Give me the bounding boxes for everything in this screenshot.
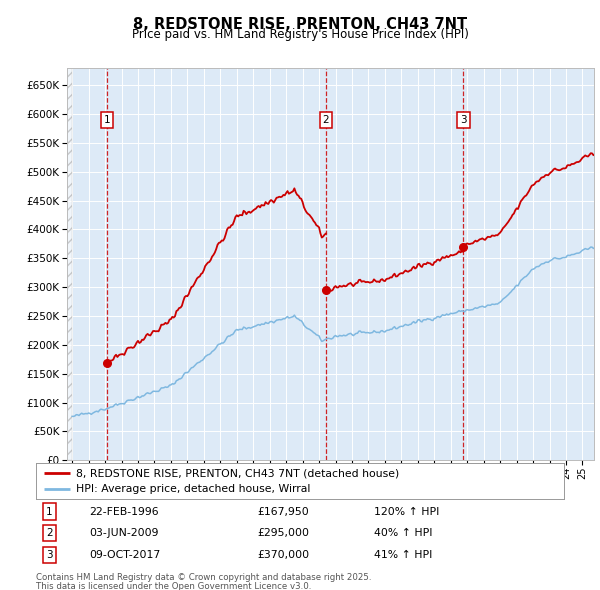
Text: 1: 1: [104, 115, 110, 124]
Text: £167,950: £167,950: [258, 507, 310, 517]
Text: Price paid vs. HM Land Registry's House Price Index (HPI): Price paid vs. HM Land Registry's House …: [131, 28, 469, 41]
Text: Contains HM Land Registry data © Crown copyright and database right 2025.: Contains HM Land Registry data © Crown c…: [36, 573, 371, 582]
Text: 120% ↑ HPI: 120% ↑ HPI: [374, 507, 439, 517]
Text: £370,000: £370,000: [258, 550, 310, 560]
Text: 3: 3: [460, 115, 467, 124]
Text: 2: 2: [323, 115, 329, 124]
Text: 3: 3: [46, 550, 53, 560]
Text: 8, REDSTONE RISE, PRENTON, CH43 7NT: 8, REDSTONE RISE, PRENTON, CH43 7NT: [133, 17, 467, 31]
Text: £295,000: £295,000: [258, 529, 310, 538]
Text: 2: 2: [46, 529, 53, 538]
Text: 03-JUN-2009: 03-JUN-2009: [89, 529, 158, 538]
Text: 40% ↑ HPI: 40% ↑ HPI: [374, 529, 433, 538]
Text: 41% ↑ HPI: 41% ↑ HPI: [374, 550, 432, 560]
Text: 22-FEB-1996: 22-FEB-1996: [89, 507, 158, 517]
Text: 1: 1: [46, 507, 53, 517]
Text: 09-OCT-2017: 09-OCT-2017: [89, 550, 160, 560]
Text: HPI: Average price, detached house, Wirral: HPI: Average price, detached house, Wirr…: [76, 484, 310, 494]
Text: 8, REDSTONE RISE, PRENTON, CH43 7NT (detached house): 8, REDSTONE RISE, PRENTON, CH43 7NT (det…: [76, 468, 399, 478]
Text: This data is licensed under the Open Government Licence v3.0.: This data is licensed under the Open Gov…: [36, 582, 311, 590]
